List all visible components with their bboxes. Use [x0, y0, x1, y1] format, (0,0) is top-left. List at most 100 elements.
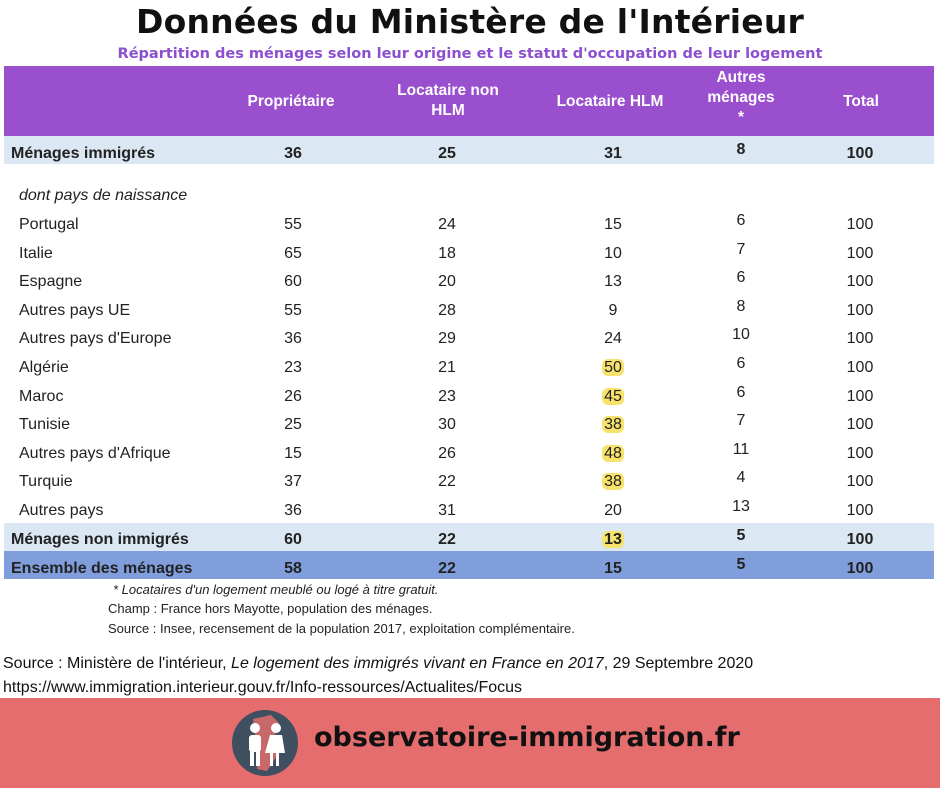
value-cell: 8: [736, 141, 746, 158]
row-label: Autres pays d'Europe: [19, 330, 172, 347]
value-cell: 13: [602, 530, 624, 550]
row-ensemble-band: [4, 551, 934, 579]
row-menages-immigres-band: [4, 136, 934, 164]
highlighted-value: 45: [602, 388, 624, 405]
table-header: Propriétaire Locataire non HLM Locataire…: [4, 66, 934, 136]
row-menages-non-immigres-band: [4, 523, 934, 551]
footer-banner: [0, 698, 940, 788]
row-label: Espagne: [19, 273, 83, 290]
value-cell: 100: [846, 245, 874, 262]
value-cell: 29: [438, 330, 456, 347]
row-label: Portugal: [19, 216, 79, 233]
value-cell: 13: [732, 498, 750, 515]
footnote: * Locataires d'un logement meublé ou log…: [113, 582, 439, 597]
value-cell: 5: [736, 556, 746, 573]
header-autres-menages: Autres ménages *: [701, 68, 781, 128]
value-cell: 100: [846, 416, 874, 433]
value-cell: 38: [602, 415, 624, 435]
page-title: Données du Ministère de l'Intérieur: [135, 2, 804, 41]
source-prefix: Source : Ministère de l'intérieur,: [3, 655, 232, 672]
value-cell: 15: [604, 560, 622, 577]
value-cell: 26: [438, 445, 456, 462]
value-cell: 24: [438, 216, 456, 233]
value-cell: 100: [846, 359, 874, 376]
row-label: Maroc: [19, 388, 64, 405]
source-title: Le logement des immigrés vivant en Franc…: [231, 655, 604, 672]
value-cell: 45: [602, 387, 624, 407]
value-cell: 22: [438, 560, 456, 577]
header-proprietaire: Propriétaire: [247, 93, 335, 110]
brand-name: observatoire-immigration.fr: [314, 722, 740, 753]
value-cell: 100: [846, 473, 874, 490]
value-cell: 22: [438, 473, 456, 490]
value-cell: 55: [284, 216, 302, 233]
value-cell: 100: [846, 330, 874, 347]
value-cell: 100: [846, 445, 874, 462]
value-cell: 31: [604, 145, 622, 162]
row-label: Autres pays d'Afrique: [19, 445, 171, 462]
value-cell: 20: [438, 273, 456, 290]
header-total: Total: [843, 93, 879, 110]
value-cell: 22: [438, 531, 456, 548]
value-cell: 11: [732, 441, 750, 458]
value-cell: 65: [284, 245, 302, 262]
value-cell: 24: [604, 330, 622, 347]
header-locataire-non-hlm-line2: HLM: [431, 102, 465, 119]
value-cell: 25: [284, 416, 302, 433]
source-date: , 29 Septembre 2020: [603, 655, 754, 672]
highlighted-value: 48: [602, 445, 624, 462]
value-cell: 55: [284, 302, 302, 319]
header-locataire-non-hlm-line1: Locataire non: [397, 82, 499, 99]
value-cell: 10: [732, 326, 750, 343]
value-cell: 13: [604, 273, 622, 290]
value-cell: 60: [284, 273, 302, 290]
value-cell: 7: [736, 241, 746, 258]
value-cell: 9: [608, 302, 618, 319]
value-cell: 31: [438, 502, 456, 519]
observatoire-logo-icon: [232, 710, 298, 776]
value-cell: 100: [846, 273, 874, 290]
row-label: Ménages immigrés: [11, 145, 156, 162]
value-cell: 18: [438, 245, 456, 262]
champ-note: Champ : France hors Mayotte, population …: [108, 601, 433, 616]
value-cell: 5: [736, 527, 746, 544]
value-cell: 36: [284, 330, 302, 347]
source-url[interactable]: https://www.immigration.interieur.gouv.f…: [3, 679, 523, 696]
value-cell: 6: [736, 269, 746, 286]
source-line: Source : Ministère de l'intérieur, Le lo…: [3, 655, 753, 673]
value-cell: 20: [604, 502, 622, 519]
value-cell: 37: [284, 473, 302, 490]
value-cell: 36: [284, 502, 302, 519]
highlighted-value: 50: [602, 359, 624, 376]
value-cell: 26: [284, 388, 302, 405]
value-cell: 8: [736, 298, 746, 315]
header-locataire-non-hlm: Locataire non HLM: [388, 81, 508, 121]
value-cell: 50: [602, 358, 624, 378]
value-cell: 100: [846, 145, 874, 162]
value-cell: 100: [846, 531, 874, 548]
value-cell: 100: [846, 302, 874, 319]
row-label: Italie: [19, 245, 53, 262]
value-cell: 21: [438, 359, 456, 376]
highlighted-value: 38: [602, 416, 624, 433]
value-cell: 23: [438, 388, 456, 405]
value-cell: 15: [284, 445, 302, 462]
value-cell: 6: [736, 355, 746, 372]
highlighted-value: 13: [602, 531, 624, 548]
value-cell: 60: [284, 531, 302, 548]
value-cell: 58: [284, 560, 302, 577]
table-subtitle: Répartition des ménages selon leur origi…: [117, 46, 823, 62]
value-cell: 28: [438, 302, 456, 319]
row-label: Autres pays UE: [19, 302, 131, 319]
row-label: Tunisie: [19, 416, 70, 433]
header-locataire-hlm: Locataire HLM: [556, 93, 664, 110]
header-autres-line3: *: [737, 109, 745, 126]
row-label: Ensemble des ménages: [11, 560, 193, 577]
value-cell: 100: [846, 388, 874, 405]
highlighted-value: 38: [602, 473, 624, 490]
insee-source-note: Source : Insee, recensement de la popula…: [108, 621, 575, 636]
header-autres-line1: Autres: [716, 69, 766, 86]
value-cell: 100: [846, 216, 874, 233]
value-cell: 30: [438, 416, 456, 433]
value-cell: 7: [736, 412, 746, 429]
